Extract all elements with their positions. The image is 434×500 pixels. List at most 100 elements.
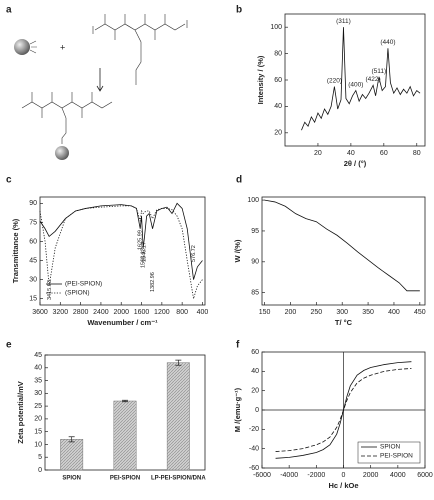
x-tick-label: 4000 xyxy=(390,472,406,479)
x-tick-label: 400 xyxy=(388,309,400,316)
data-line xyxy=(264,199,420,292)
y-tick-label: -20 xyxy=(249,426,259,433)
y-tick-label: 60 xyxy=(274,77,282,84)
bar xyxy=(113,400,137,471)
y-tick-label: 45 xyxy=(29,257,37,264)
panel-label: f xyxy=(236,340,240,351)
panel-label: b xyxy=(236,5,242,16)
y-axis-label: M /(emu·g⁻¹) xyxy=(233,387,242,432)
x-tick-label: 150 xyxy=(259,309,271,316)
x-tick-label: -6000 xyxy=(253,472,271,479)
y-tick-label: 15 xyxy=(29,295,37,302)
x-tick-label: 450 xyxy=(414,309,426,316)
error-bar xyxy=(68,436,75,443)
x-tick-label: 60 xyxy=(380,150,388,157)
plot-frame xyxy=(39,196,206,306)
x-axis-label: Hc / kOe xyxy=(328,481,358,490)
polymer-chain xyxy=(94,23,186,31)
y-axis-label: Transmittance (%) xyxy=(11,218,20,283)
y-tick-label: 40 xyxy=(274,103,282,110)
x-tick-label: 20 xyxy=(314,150,322,157)
y-tick-label: 10 xyxy=(34,441,42,448)
x-tick-label: 250 xyxy=(310,309,322,316)
x-tick-label: -4000 xyxy=(280,472,298,479)
x-tick-label: 800 xyxy=(176,309,188,316)
legend-label: PEI-SPION xyxy=(380,453,413,460)
y-tick-label: 85 xyxy=(251,290,259,297)
x-tick-label: 2000 xyxy=(113,309,129,316)
x-tick-label: 400 xyxy=(197,309,209,316)
y-tick-label: 20 xyxy=(274,130,282,137)
peak-label: 1568.13 xyxy=(141,248,147,268)
peak-label: 1625.99 xyxy=(138,230,144,250)
plot-frame xyxy=(284,13,426,147)
peak-annotation: (400) xyxy=(348,81,363,88)
plot-frame xyxy=(261,196,426,306)
y-tick-label: 45 xyxy=(34,352,42,359)
y-tick-label: 90 xyxy=(29,200,37,207)
x-tick-label: -2000 xyxy=(307,472,325,479)
error-bar xyxy=(122,399,128,403)
bar xyxy=(60,439,84,471)
y-tick-label: 60 xyxy=(29,238,37,245)
data-line xyxy=(39,202,203,280)
x-tick-label: 1200 xyxy=(154,309,170,316)
error-bar xyxy=(175,359,182,366)
y-tick-label: 95 xyxy=(251,228,259,235)
y-tick-label: 20 xyxy=(251,388,259,395)
x-axis-label: 2θ / (°) xyxy=(344,159,367,168)
scheme: a + xyxy=(6,5,188,160)
peak-annotation: (422) xyxy=(366,76,381,83)
y-tick-label: 30 xyxy=(34,390,42,397)
polymer-branches xyxy=(92,14,188,85)
y-tick-label: 25 xyxy=(34,403,42,410)
polymer-chain xyxy=(21,101,113,109)
x-tick-label: 0 xyxy=(342,472,346,479)
bar xyxy=(166,362,190,471)
x-tick-label: 3600 xyxy=(32,309,48,316)
peak-label: 1546.17 xyxy=(142,242,148,262)
y-tick-label: -60 xyxy=(249,465,259,472)
y-tick-label: 0 xyxy=(255,407,259,414)
y-tick-label: 75 xyxy=(29,219,37,226)
x-tick-label: 200 xyxy=(285,309,297,316)
y-tick-label: 35 xyxy=(34,377,42,384)
data-line xyxy=(275,368,412,452)
x-tick-label: 6000 xyxy=(417,472,433,479)
x-tick-label: 3200 xyxy=(53,309,69,316)
y-tick-label: 80 xyxy=(274,50,282,57)
peak-label: 576.72 xyxy=(191,245,197,262)
y-tick-label: 15 xyxy=(34,429,42,436)
x-tick-label: PEI-SPION xyxy=(110,476,140,482)
panel-label: e xyxy=(6,340,12,351)
y-tick-label: 30 xyxy=(29,276,37,283)
x-tick-label: LP-PEI-SPION/DNA xyxy=(151,476,206,482)
nanoparticle xyxy=(55,146,69,160)
y-tick-label: 90 xyxy=(251,259,259,266)
x-tick-label: 2000 xyxy=(363,472,379,479)
x-tick-label: 40 xyxy=(347,150,355,157)
legend-label: (SPION) xyxy=(65,290,90,297)
x-tick-label: 350 xyxy=(362,309,374,316)
legend-label: (PEI-SPION) xyxy=(65,281,102,288)
nanoparticle xyxy=(14,39,30,55)
y-tick-label: 100 xyxy=(247,197,259,204)
y-tick-label: 20 xyxy=(34,416,42,423)
x-tick-label: 80 xyxy=(413,150,421,157)
legend-label: SPION xyxy=(380,444,401,451)
y-tick-label: -40 xyxy=(249,446,259,453)
y-tick-label: 0 xyxy=(38,467,42,474)
polymer-branches xyxy=(31,92,93,144)
x-tick-label: 1600 xyxy=(134,309,150,316)
x-axis-label: T/ °C xyxy=(335,318,353,327)
y-axis-label: W /(%) xyxy=(233,239,242,262)
peak-annotation: (511) xyxy=(372,68,387,75)
x-axis-label: Wavenumber / cm⁻¹ xyxy=(87,318,158,327)
reaction-arrow xyxy=(96,68,104,92)
peak-annotation: (220) xyxy=(327,77,342,84)
y-tick-label: 60 xyxy=(251,349,259,356)
y-tick-label: 40 xyxy=(34,365,42,372)
panel-label: d xyxy=(236,175,242,186)
data-line xyxy=(301,27,421,131)
